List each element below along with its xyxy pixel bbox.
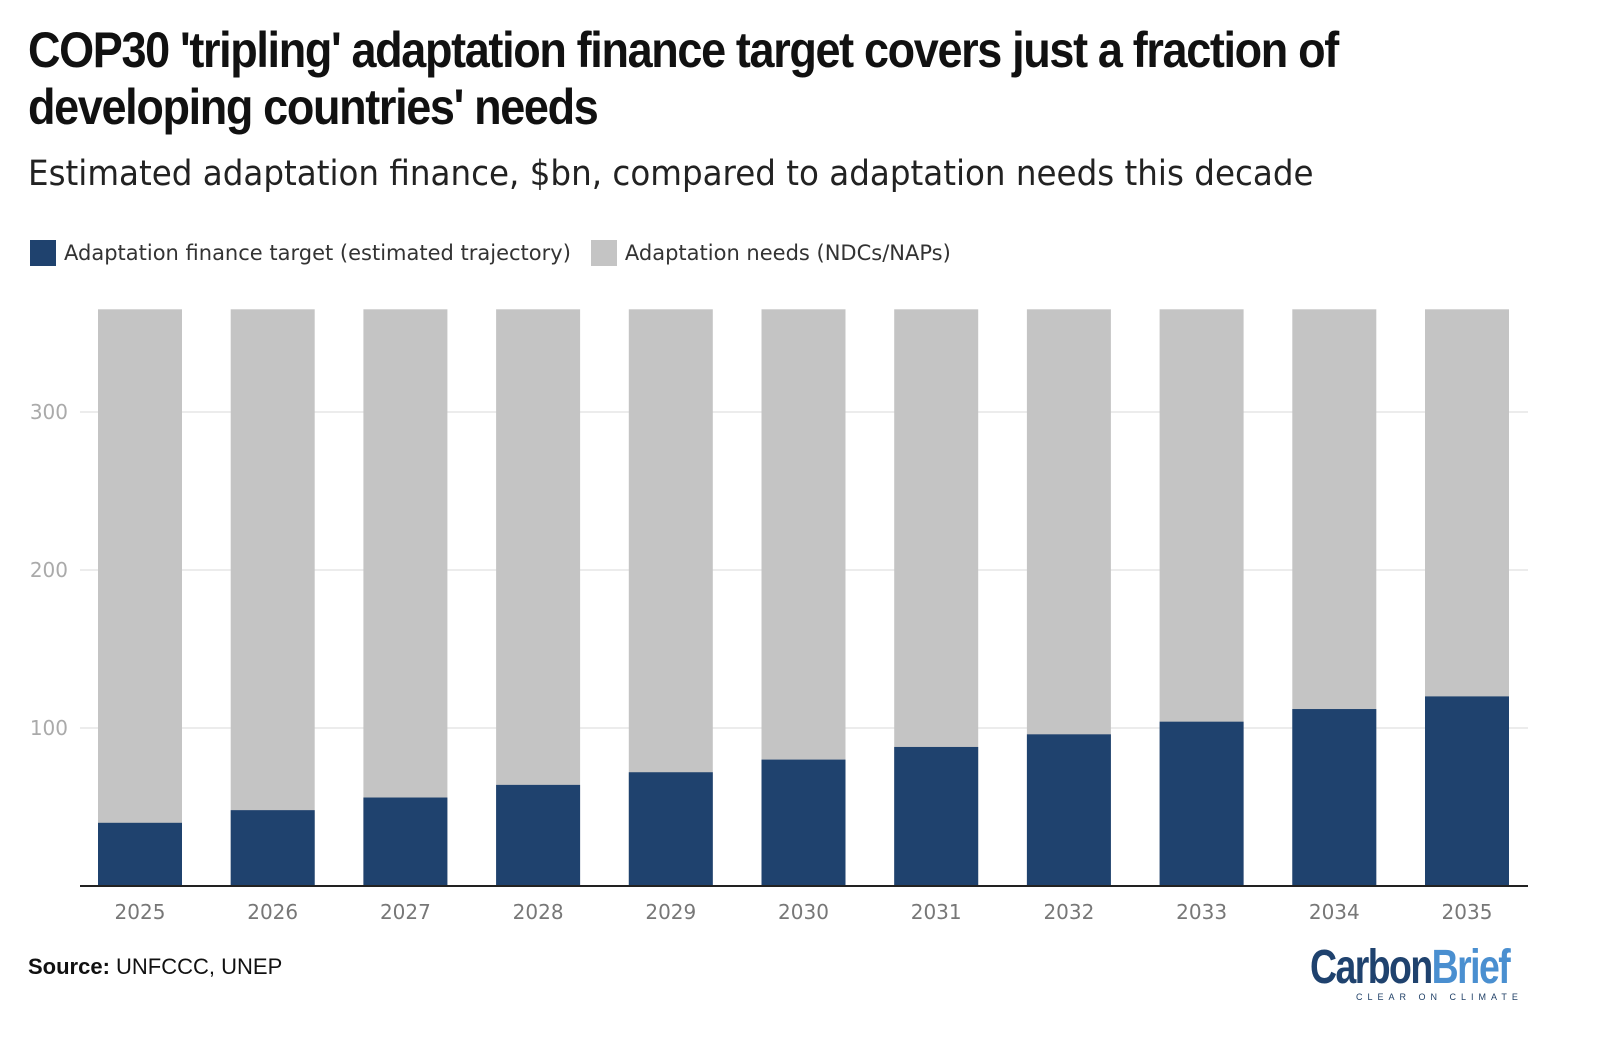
finance-bar	[761, 759, 846, 886]
finance-bar	[894, 746, 979, 886]
finance-bar	[98, 822, 182, 886]
legend-label-needs: Adaptation needs (NDCs/NAPs)	[624, 241, 951, 265]
x-tick-label: 2031	[911, 900, 962, 924]
chart-subtitle: Estimated adaptation finance, $bn, compa…	[28, 154, 1314, 194]
finance-bar	[1425, 696, 1509, 886]
x-tick-label: 2033	[1176, 900, 1227, 924]
finance-bar	[1159, 721, 1244, 886]
finance-bar	[496, 784, 581, 886]
legend: Adaptation finance target (estimated tra…	[30, 240, 971, 266]
finance-bar	[1026, 734, 1111, 886]
source-text: UNFCCC, UNEP	[109, 954, 283, 979]
x-tick-label: 2034	[1309, 900, 1360, 924]
bar-chart: 100 200 300 2025 2026 2027 2028 2029 2030 2031 203…	[30, 309, 1528, 924]
carbon-brief-logo: CarbonBrief CLEAR ON CLIMATE	[1310, 940, 1565, 1002]
y-tick-label: 300	[30, 400, 68, 424]
logo-part2: Brief	[1431, 941, 1511, 994]
source-note: Source: UNFCCC, UNEP	[28, 954, 282, 980]
needs-bar	[363, 309, 448, 886]
x-tick-label: 2030	[778, 900, 829, 924]
finance-bar	[1292, 709, 1377, 886]
finance-bar	[363, 797, 448, 886]
legend-swatch-finance	[30, 240, 56, 266]
legend-item-finance: Adaptation finance target (estimated tra…	[30, 240, 571, 266]
legend-item-needs: Adaptation needs (NDCs/NAPs)	[590, 240, 951, 266]
x-tick-label: 2027	[380, 900, 431, 924]
logo-part1: Carbon	[1310, 941, 1433, 994]
needs-bar	[98, 309, 182, 886]
x-tick-label: 2026	[247, 900, 298, 924]
x-tick-label: 2029	[645, 900, 696, 924]
finance-bar	[230, 810, 315, 886]
finance-bar	[628, 772, 713, 886]
chart-title: COP30 'tripling' adaptation finance targ…	[28, 22, 1339, 135]
x-tick-label: 2032	[1043, 900, 1094, 924]
x-tick-label: 2035	[1442, 900, 1493, 924]
y-tick-label: 200	[30, 558, 68, 582]
legend-swatch-needs	[590, 240, 617, 266]
x-tick-label: 2028	[513, 900, 564, 924]
source-label: Source:	[28, 954, 110, 979]
needs-bar	[230, 309, 315, 886]
logo-tagline: CLEAR ON CLIMATE	[1356, 992, 1523, 1002]
y-tick-label: 100	[30, 716, 68, 740]
legend-label-finance: Adaptation finance target (estimated tra…	[64, 241, 571, 265]
x-tick-label: 2025	[115, 900, 166, 924]
